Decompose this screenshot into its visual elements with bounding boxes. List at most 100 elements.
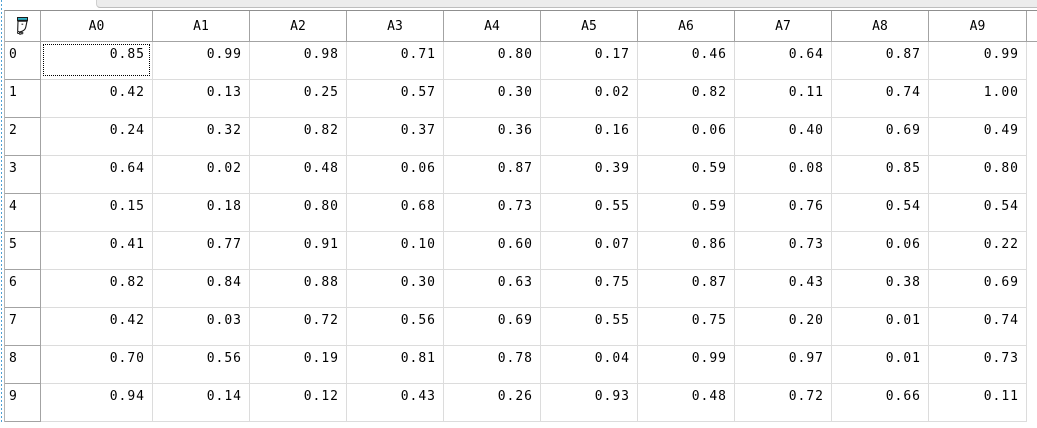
cell[interactable]: 0.56 — [153, 346, 250, 384]
cell[interactable]: 0.46 — [638, 42, 735, 80]
cell[interactable]: 0.30 — [347, 270, 444, 308]
cell[interactable]: 0.69 — [929, 270, 1027, 308]
column-header-A7[interactable]: A7 — [735, 11, 832, 42]
column-header-A8[interactable]: A8 — [832, 11, 929, 42]
cell[interactable]: 0.98 — [250, 42, 347, 80]
cell[interactable]: 0.82 — [41, 270, 153, 308]
cell[interactable]: 0.18 — [153, 194, 250, 232]
cell[interactable]: 0.12 — [250, 384, 347, 422]
cell[interactable]: 0.49 — [929, 118, 1027, 156]
row-label[interactable]: 4 — [5, 194, 41, 232]
cell[interactable]: 0.82 — [250, 118, 347, 156]
cell[interactable]: 0.63 — [444, 270, 541, 308]
cell[interactable]: 0.68 — [347, 194, 444, 232]
cell[interactable]: 0.99 — [153, 42, 250, 80]
cell[interactable]: 0.99 — [929, 42, 1027, 80]
row-label[interactable]: 9 — [5, 384, 41, 422]
cell[interactable]: 0.87 — [638, 270, 735, 308]
cell[interactable]: 0.69 — [444, 308, 541, 346]
cell[interactable]: 0.59 — [638, 156, 735, 194]
cell[interactable]: 0.17 — [541, 42, 638, 80]
row-label[interactable]: 3 — [5, 156, 41, 194]
cell[interactable]: 0.87 — [444, 156, 541, 194]
cell[interactable]: 0.04 — [541, 346, 638, 384]
cell[interactable]: 0.48 — [250, 156, 347, 194]
column-header-A1[interactable]: A1 — [153, 11, 250, 42]
cell[interactable]: 0.75 — [638, 308, 735, 346]
cell[interactable]: 0.81 — [347, 346, 444, 384]
cell[interactable]: 0.74 — [832, 80, 929, 118]
column-header-A3[interactable]: A3 — [347, 11, 444, 42]
cell[interactable]: 0.86 — [638, 232, 735, 270]
column-header-A9[interactable]: A9 — [929, 11, 1027, 42]
cell[interactable]: 0.19 — [250, 346, 347, 384]
cell[interactable]: 0.71 — [347, 42, 444, 80]
cell[interactable]: 0.38 — [832, 270, 929, 308]
row-label[interactable]: 1 — [5, 80, 41, 118]
cell[interactable]: 0.24 — [41, 118, 153, 156]
cell[interactable]: 0.01 — [832, 346, 929, 384]
cell[interactable]: 0.22 — [929, 232, 1027, 270]
cell[interactable]: 0.06 — [347, 156, 444, 194]
row-label[interactable]: 0 — [5, 42, 41, 80]
cell[interactable]: 0.14 — [153, 384, 250, 422]
cell[interactable]: 0.13 — [153, 80, 250, 118]
column-header-A4[interactable]: A4 — [444, 11, 541, 42]
cell[interactable]: 0.42 — [41, 80, 153, 118]
cell[interactable]: 0.55 — [541, 194, 638, 232]
cell[interactable]: 0.72 — [735, 384, 832, 422]
cell[interactable]: 0.70 — [41, 346, 153, 384]
cell[interactable]: 0.11 — [929, 384, 1027, 422]
pane-sash-dotted-edge[interactable] — [1, 0, 2, 424]
column-header-A2[interactable]: A2 — [250, 11, 347, 42]
cell[interactable]: 0.07 — [541, 232, 638, 270]
cell[interactable]: 0.56 — [347, 308, 444, 346]
cell[interactable]: 0.64 — [735, 42, 832, 80]
cell[interactable]: 0.20 — [735, 308, 832, 346]
cell[interactable]: 0.75 — [541, 270, 638, 308]
cell[interactable]: 0.97 — [735, 346, 832, 384]
cell[interactable]: 0.94 — [41, 384, 153, 422]
cell[interactable]: 0.80 — [444, 42, 541, 80]
cell[interactable]: 0.87 — [832, 42, 929, 80]
cell[interactable]: 0.42 — [41, 308, 153, 346]
cell[interactable]: 0.10 — [347, 232, 444, 270]
cell[interactable]: 0.02 — [153, 156, 250, 194]
cell[interactable]: 0.66 — [832, 384, 929, 422]
cell[interactable]: 0.76 — [735, 194, 832, 232]
cell[interactable]: 0.85 — [41, 42, 153, 80]
cell[interactable]: 0.73 — [735, 232, 832, 270]
cell[interactable]: 0.64 — [41, 156, 153, 194]
cell[interactable]: 0.84 — [153, 270, 250, 308]
cell[interactable]: 0.80 — [929, 156, 1027, 194]
cell[interactable]: 0.60 — [444, 232, 541, 270]
cell[interactable]: 0.25 — [250, 80, 347, 118]
cell[interactable]: 0.88 — [250, 270, 347, 308]
cell[interactable]: 0.78 — [444, 346, 541, 384]
cell[interactable]: 0.16 — [541, 118, 638, 156]
cell[interactable]: 0.08 — [735, 156, 832, 194]
cell[interactable]: 0.37 — [347, 118, 444, 156]
cell[interactable]: 0.93 — [541, 384, 638, 422]
cell[interactable]: 0.99 — [638, 346, 735, 384]
row-label[interactable]: 7 — [5, 308, 41, 346]
cell[interactable]: 0.55 — [541, 308, 638, 346]
corner-select-all-cell[interactable] — [5, 11, 41, 42]
row-label[interactable]: 6 — [5, 270, 41, 308]
cell[interactable]: 0.06 — [832, 232, 929, 270]
cell[interactable]: 0.54 — [929, 194, 1027, 232]
cell[interactable]: 0.03 — [153, 308, 250, 346]
row-label[interactable]: 8 — [5, 346, 41, 384]
cell[interactable]: 0.74 — [929, 308, 1027, 346]
cell[interactable]: 0.69 — [832, 118, 929, 156]
row-label[interactable]: 5 — [5, 232, 41, 270]
cell[interactable]: 1.00 — [929, 80, 1027, 118]
cell[interactable]: 0.77 — [153, 232, 250, 270]
cell[interactable]: 0.43 — [735, 270, 832, 308]
cell[interactable]: 0.54 — [832, 194, 929, 232]
cell[interactable]: 0.39 — [541, 156, 638, 194]
cell[interactable]: 0.02 — [541, 80, 638, 118]
cell[interactable]: 0.36 — [444, 118, 541, 156]
cell[interactable]: 0.40 — [735, 118, 832, 156]
cell[interactable]: 0.11 — [735, 80, 832, 118]
